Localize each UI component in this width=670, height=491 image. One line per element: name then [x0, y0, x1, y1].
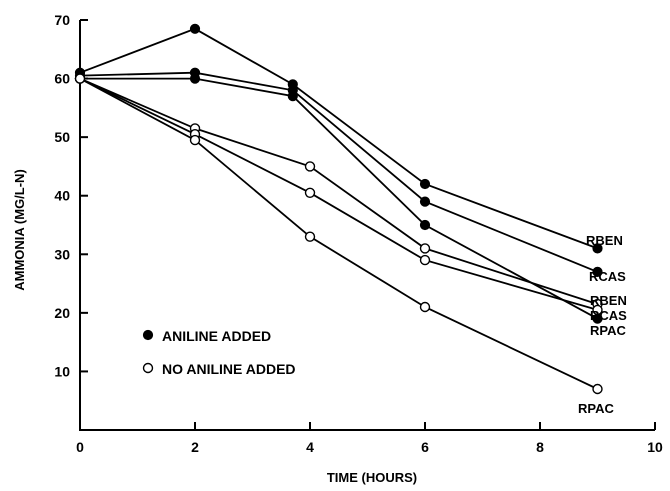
x-axis-title: TIME (HOURS)	[327, 470, 417, 485]
y-axis-title: AMMONIA (MG/L-N)	[12, 169, 27, 291]
x-tick-label: 6	[421, 439, 429, 455]
series-rpac-open	[74, 73, 603, 395]
series-line-rcas-open	[79, 77, 598, 311]
data-point-rben-filled	[189, 23, 201, 34]
label-rben-filled: RBEN	[586, 233, 623, 248]
label-rcas-filled: RCAS	[589, 269, 626, 284]
data-point-rpac-open	[304, 231, 316, 242]
x-tick-label: 2	[191, 439, 199, 455]
y-tick-label: 50	[54, 129, 70, 145]
series-rben-open	[74, 73, 603, 310]
data-point-rpac-open	[189, 134, 201, 146]
data-point-rcas-filled	[592, 266, 603, 277]
series-labels: RBEN RCAS RBEN RCAS RPAC RPAC	[578, 233, 627, 416]
label-rpac-open: RPAC	[578, 401, 614, 416]
x-tick-label: 8	[536, 439, 544, 455]
x-tick-label: 4	[306, 439, 314, 455]
data-point-rcas-filled	[419, 196, 431, 207]
label-rpac-filled: RPAC	[590, 323, 626, 338]
data-point-rpac-filled	[419, 219, 431, 231]
data-point-rpac-open	[592, 383, 603, 395]
series-line-rpac-filled	[80, 77, 598, 320]
legend-label-filled: ANILINE ADDED	[162, 328, 271, 344]
legend: ANILINE ADDED NO ANILINE ADDED	[142, 328, 296, 377]
data-point-rcas-open	[419, 254, 431, 266]
data-point-rcas-open	[592, 304, 603, 316]
y-tick-label: 70	[54, 12, 70, 28]
y-tick-label: 20	[54, 305, 70, 321]
series-rben-filled	[74, 23, 603, 254]
data-point-rpac-open	[74, 73, 86, 84]
data-point-rben-open	[304, 161, 316, 172]
series-line-rcas-filled	[79, 71, 598, 273]
data-point-rpac-filled	[287, 90, 298, 102]
series-group	[74, 23, 603, 395]
label-rben-open: RBEN	[590, 293, 627, 308]
x-tick-label: 0	[76, 439, 84, 455]
series-line-rben-open	[79, 77, 598, 305]
x-tick-label: 10	[647, 439, 663, 455]
x-ticks: 0 2 4 6 8 10	[76, 422, 663, 455]
data-point-rpac-filled	[189, 73, 201, 84]
series-rcas-filled	[74, 67, 603, 277]
series-line-rben-filled	[79, 27, 598, 250]
y-tick-label: 40	[54, 188, 70, 204]
y-tick-label: 30	[54, 246, 70, 262]
legend-marker-open	[142, 362, 154, 374]
data-point-rpac-open	[419, 301, 431, 313]
data-point-rben-filled	[419, 178, 431, 190]
legend-marker-filled	[142, 329, 154, 341]
data-point-rben-filled	[592, 243, 603, 254]
y-ticks: 10 20 30 40 50 60 70	[54, 12, 88, 379]
axes: 0 2 4 6 8 10 10 20 30 40 50 60 70 TIME (HOURS) AMMO…	[12, 12, 663, 485]
y-tick-label: 60	[54, 71, 70, 87]
series-line-rpac-open	[79, 77, 598, 390]
y-tick-label: 10	[54, 363, 70, 379]
data-point-rcas-open	[304, 187, 316, 199]
data-point-rben-open	[419, 243, 431, 254]
legend-label-open: NO ANILINE ADDED	[162, 361, 296, 377]
label-rcas-open: RCAS	[590, 308, 627, 323]
